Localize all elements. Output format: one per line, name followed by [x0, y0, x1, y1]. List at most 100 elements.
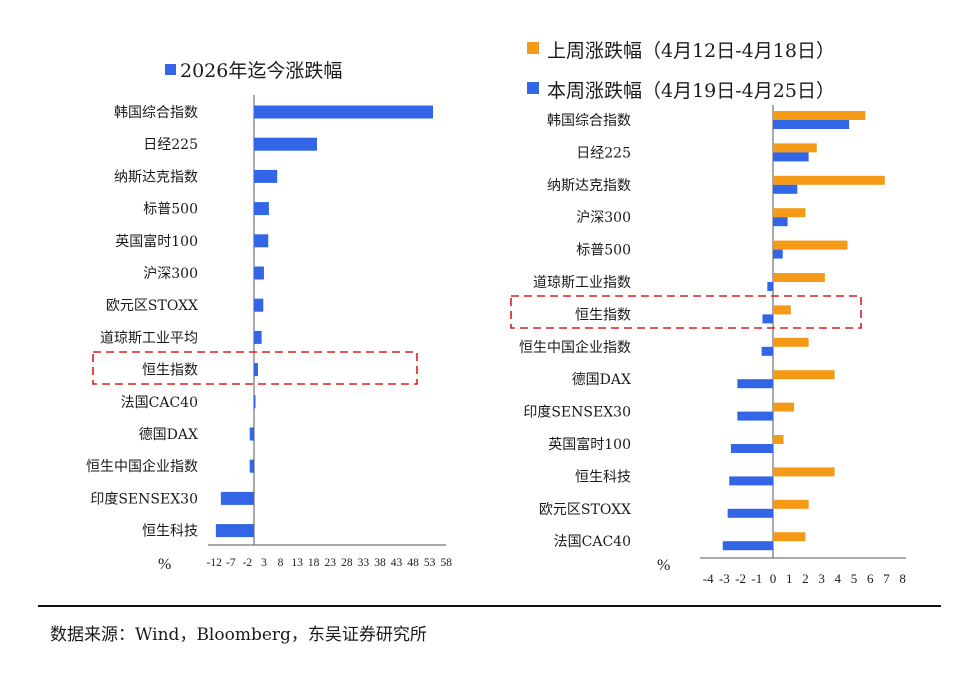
right-bar-this-week: [727, 508, 773, 518]
left-bar: [220, 491, 254, 505]
right-tick-label: 5: [851, 571, 858, 586]
left-bars: [215, 105, 433, 538]
left-tick-labels: -12 -7 -2 3 8 13 18 23 28 33 38 43 48 53 58: [207, 557, 453, 569]
right-bars: [722, 111, 885, 551]
right-bar-last-week: [773, 435, 784, 444]
left-category-label: 德国DAX: [139, 427, 198, 443]
right-tick-label: 7: [883, 571, 890, 586]
left-bar: [254, 202, 269, 216]
right-bar-this-week: [729, 476, 773, 486]
right-category-label: 欧元区STOXX: [539, 502, 631, 518]
right-legend-swatch-this-week: [527, 82, 539, 94]
right-tick-label: 6: [867, 571, 874, 586]
left-category-label: 标普500: [143, 202, 198, 218]
right-tick-labels: -4 -3 -2 -1 0 1 2 3 4 5 6 7 8: [703, 571, 906, 586]
left-tick-label: 23: [324, 557, 336, 569]
left-legend-label: 2026年迄今涨跌幅: [180, 60, 342, 82]
right-tick-label: -4: [703, 571, 714, 586]
right-bar-this-week: [761, 346, 773, 356]
left-category-label: 恒生指数: [142, 363, 198, 379]
left-tick-label: 53: [424, 557, 436, 569]
right-tick-label: 1: [786, 571, 793, 586]
left-bar: [249, 459, 254, 473]
left-category-label: 印度SENSEX30: [90, 491, 198, 507]
right-category-label: 恒生指数: [575, 307, 631, 323]
right-tick-label: -1: [751, 571, 762, 586]
left-bar: [249, 427, 254, 441]
right-bar-last-week: [773, 499, 809, 509]
right-bar-this-week: [773, 249, 783, 259]
right-bar-last-week: [773, 175, 885, 185]
left-category-label: 日经225: [143, 137, 198, 153]
left-bar: [254, 330, 262, 344]
right-legend-swatch-last-week: [527, 42, 539, 54]
left-tick-label: -2: [243, 557, 253, 569]
right-bar-last-week: [773, 370, 835, 380]
right-tick-label: 0: [770, 571, 777, 586]
right-tick-label: -3: [719, 571, 730, 586]
right-bar-last-week: [773, 467, 835, 477]
left-category-label: 恒生中国企业指数: [86, 458, 198, 475]
right-bar-last-week: [773, 273, 825, 282]
right-tick-label: 4: [835, 571, 842, 586]
left-tick-label: 3: [261, 557, 267, 569]
footer-divider: [38, 605, 941, 607]
right-bar-last-week: [773, 402, 795, 412]
left-unit-label: %: [158, 556, 171, 573]
left-category-label: 沪深300: [143, 266, 198, 282]
right-unit-label: %: [657, 557, 670, 574]
left-category-label: 道琼斯工业平均: [100, 330, 198, 346]
right-bar-last-week: [773, 305, 791, 315]
right-tick-label: 3: [818, 571, 825, 586]
left-tick-label: 18: [308, 557, 320, 569]
right-chart: 上周涨跌幅（4月12日-4月18日） 本周涨跌幅（4月19日-4月25日） 韩国…: [510, 40, 906, 586]
left-category-label: 恒生科技: [142, 524, 198, 540]
right-highlight-box: [510, 295, 862, 329]
right-bar-this-week: [773, 217, 788, 227]
right-tick-label: 2: [802, 571, 809, 586]
left-bar: [254, 105, 433, 119]
right-category-label: 标普500: [576, 243, 631, 259]
left-bar: [254, 169, 278, 183]
left-bar: [254, 137, 317, 151]
right-bar-this-week: [722, 541, 773, 551]
left-category-label: 欧元区STOXX: [106, 298, 198, 314]
right-category-label: 恒生科技: [575, 469, 631, 485]
left-tick-label: 43: [391, 557, 403, 569]
right-bar-this-week: [730, 444, 773, 453]
left-category-label: 英国富时100: [115, 233, 198, 250]
right-legend-label-last-week: 上周涨跌幅（4月12日-4月18日）: [547, 40, 835, 62]
right-legend-label-this-week: 本周涨跌幅（4月19日-4月25日）: [547, 80, 835, 102]
right-category-label: 韩国综合指数: [547, 113, 631, 129]
left-tick-label: 38: [374, 557, 386, 569]
left-bar: [254, 395, 256, 409]
right-bar-this-week: [767, 282, 773, 291]
left-bar: [254, 363, 258, 377]
right-category-label: 道琼斯工业指数: [533, 275, 631, 291]
left-category-label: 韩国综合指数: [114, 105, 198, 121]
left-tick-label: 48: [407, 557, 419, 569]
right-category-label: 日经225: [576, 145, 631, 161]
right-category-label: 纳斯达克指数: [547, 178, 631, 194]
left-tick-label: 28: [341, 557, 353, 569]
right-bar-this-week: [737, 411, 773, 421]
left-tick-label: 8: [278, 557, 284, 569]
left-tick-label: -12: [207, 557, 223, 569]
right-tick-label: 8: [899, 571, 906, 586]
right-bar-last-week: [773, 208, 806, 218]
right-category-label: 法国CAC40: [554, 534, 631, 550]
right-bar-last-week: [773, 532, 806, 542]
right-bar-this-week: [773, 152, 809, 162]
right-bar-this-week: [737, 379, 773, 389]
left-tick-label: 58: [441, 557, 453, 569]
right-category-label: 沪深300: [576, 210, 631, 226]
right-bar-last-week: [773, 111, 866, 120]
left-category-label: 法国CAC40: [121, 395, 198, 411]
right-category-label: 德国DAX: [572, 372, 631, 388]
right-bar-last-week: [773, 337, 809, 347]
left-highlight-box: [92, 351, 418, 385]
right-tick-label: -2: [735, 571, 746, 586]
